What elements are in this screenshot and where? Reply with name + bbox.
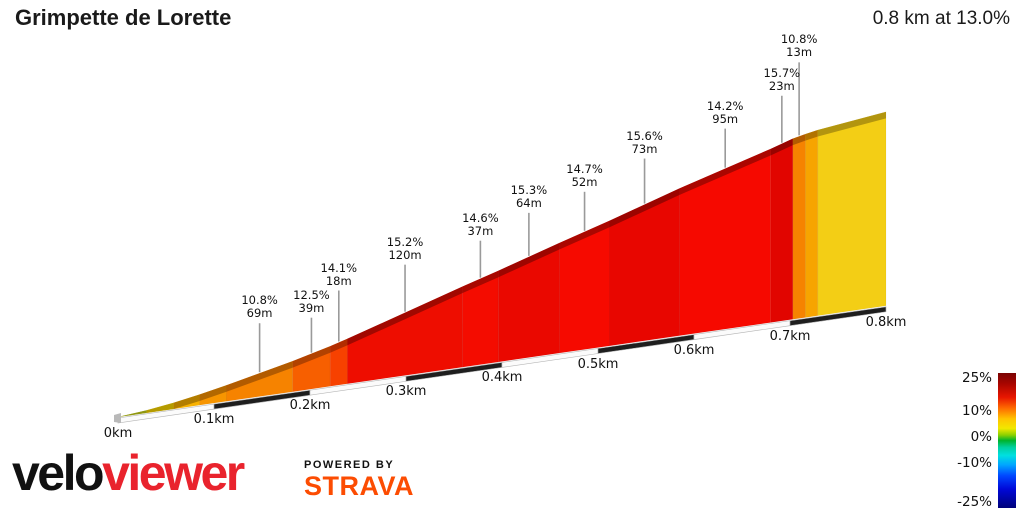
segment-ridge xyxy=(118,410,147,417)
segment-ridge xyxy=(792,134,806,146)
powered-by-label: POWERED BY xyxy=(304,459,395,471)
distance-scale-dash xyxy=(789,306,887,327)
segment-ridge xyxy=(173,394,200,409)
segment-ridge xyxy=(146,402,174,413)
segment-ridge xyxy=(679,148,771,195)
gradient-segment xyxy=(817,111,887,317)
segment-ridge xyxy=(770,138,793,156)
strava-logo[interactable]: POWERED BY STRAVA xyxy=(304,459,414,501)
segment-ridge xyxy=(330,338,348,353)
gradient-colorbar xyxy=(998,373,1016,508)
segment-ridge xyxy=(462,270,499,294)
profile-start-cap xyxy=(114,413,121,423)
segment-ridge xyxy=(226,361,293,392)
page-title: Grimpette de Lorette xyxy=(15,5,232,30)
gradient-segment xyxy=(609,187,680,347)
brand-viewer: viewer xyxy=(102,445,245,501)
gradient-segment xyxy=(679,148,772,337)
segment-ridge xyxy=(805,129,818,141)
colorbar-tick-label: -25% xyxy=(957,493,992,510)
segment-ridge xyxy=(559,220,610,250)
strava-wordmark: STRAVA xyxy=(304,471,414,501)
segment-ridge xyxy=(817,111,886,137)
brand-velo: velo xyxy=(12,445,105,501)
climb-summary: 0.8 km at 13.0% xyxy=(872,8,1010,29)
segment-ridge xyxy=(199,385,227,402)
segment-ridge xyxy=(609,188,680,228)
segment-ridge xyxy=(347,286,463,346)
gradient-segment xyxy=(770,138,794,323)
veloviewer-logo[interactable]: veloviewer xyxy=(12,445,245,501)
colorbar-tick-label: -10% xyxy=(957,455,992,472)
gradient-segment xyxy=(792,133,806,320)
segment-ridge xyxy=(292,346,331,368)
colorbar-tick-label: 0% xyxy=(970,429,992,446)
colorbar-tick-label: 25% xyxy=(961,370,992,387)
colorbar-tick-label: 10% xyxy=(961,402,992,419)
segment-ridge xyxy=(498,242,560,278)
gradient-segment xyxy=(805,129,819,318)
